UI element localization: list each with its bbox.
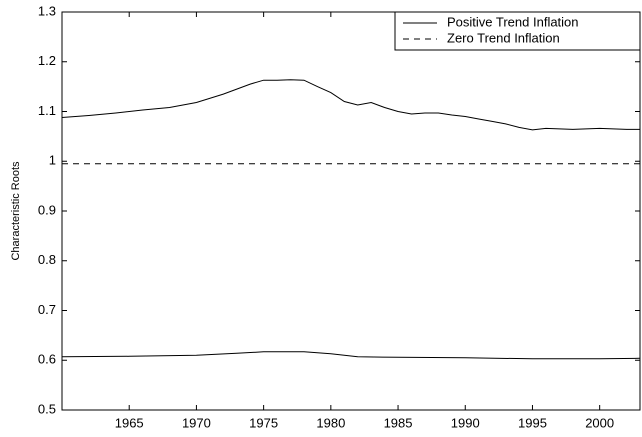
plot-frame — [61, 11, 641, 411]
y-tick-label: 1.2 — [38, 53, 56, 68]
legend-label: Positive Trend Inflation — [447, 14, 579, 29]
x-tick-label: 1965 — [115, 415, 144, 430]
y-tick-label: 0.9 — [38, 202, 56, 217]
y-tick-label: 0.7 — [38, 302, 56, 317]
legend-box — [394, 11, 641, 51]
legend-label: Zero Trend Inflation — [447, 30, 560, 45]
series-line — [61, 351, 641, 360]
y-axis-label: Characteristic Roots — [10, 161, 22, 261]
y-tick-label: 1 — [49, 153, 56, 168]
x-tick-label: 1970 — [182, 415, 211, 430]
x-tick-label: 1975 — [249, 415, 278, 430]
y-tick-label: 1.1 — [38, 103, 56, 118]
y-tick-label: 0.8 — [38, 252, 56, 267]
x-tick-label: 1985 — [384, 415, 413, 430]
y-tick-label: 1.3 — [38, 3, 56, 18]
series-line — [61, 79, 640, 131]
x-tick-label: 1990 — [451, 415, 480, 430]
x-tick-label: 1995 — [518, 415, 547, 430]
y-tick-label: 0.5 — [38, 401, 56, 416]
x-tick-label: 1980 — [316, 415, 345, 430]
x-tick-label: 2000 — [585, 415, 614, 430]
y-tick-label: 0.6 — [38, 352, 56, 367]
